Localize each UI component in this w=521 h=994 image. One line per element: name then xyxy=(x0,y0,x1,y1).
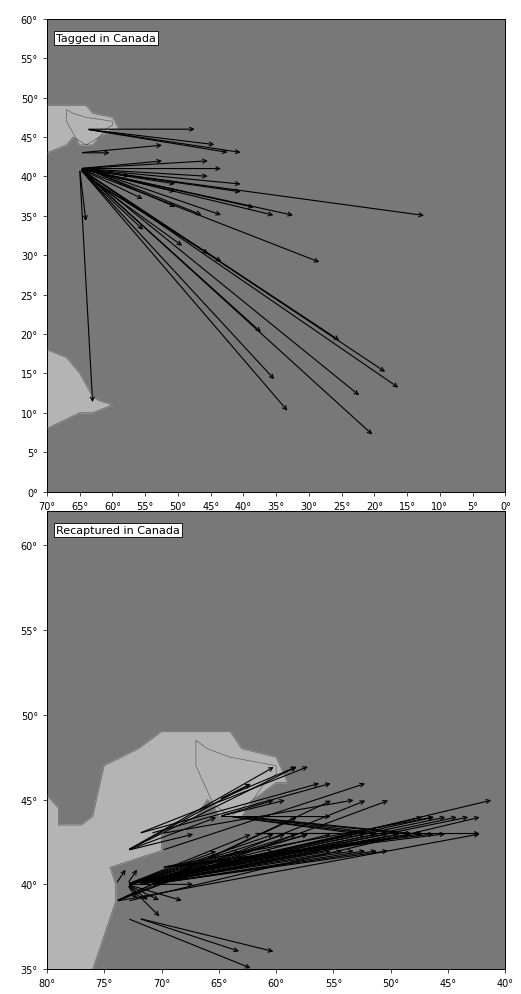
Polygon shape xyxy=(0,106,119,429)
Text: Tagged in Canada: Tagged in Canada xyxy=(56,34,156,44)
Text: Recaptured in Canada: Recaptured in Canada xyxy=(56,526,180,536)
Polygon shape xyxy=(0,732,288,994)
